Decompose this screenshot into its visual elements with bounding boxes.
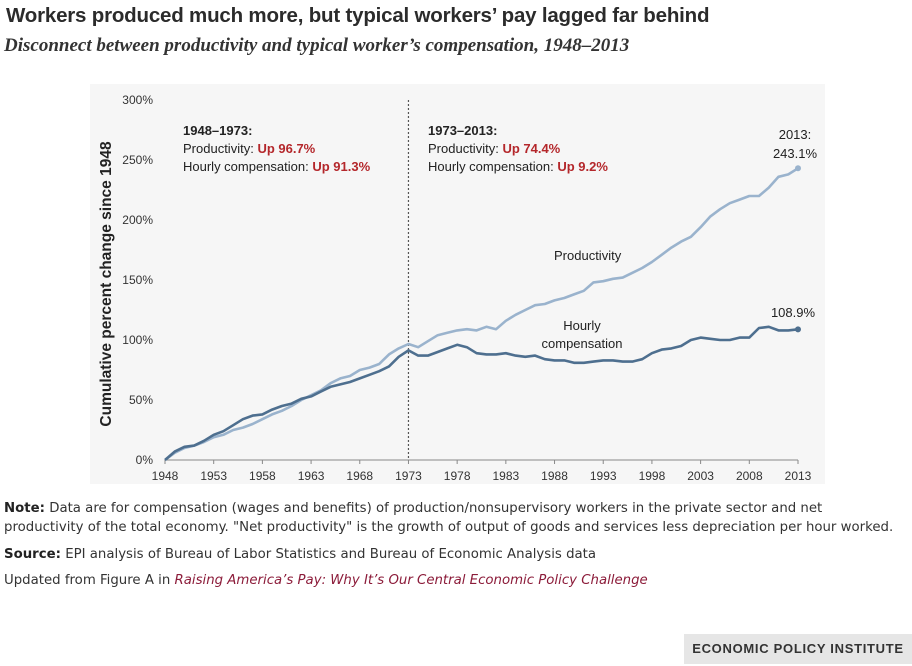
right-compensation-change: Up 9.2%	[557, 159, 608, 174]
updated-text: Updated from Figure A in	[4, 572, 171, 588]
compensation-series-label-line2: compensation	[542, 336, 623, 351]
x-tick-label: 2013	[785, 469, 812, 483]
note-text: Data are for compensation (wages and ben…	[4, 501, 894, 536]
line-chart: 0% 50% 100% 150% 200% 250% 300% 1948 1953 1958 196…	[90, 84, 825, 484]
updated-paragraph: Updated from Figure A in Raising America…	[4, 571, 904, 590]
x-tick-label: 1953	[200, 469, 227, 483]
x-tick-label: 1978	[444, 469, 471, 483]
right-productivity-line: Productivity: Up 74.4%	[428, 141, 561, 156]
right-compensation-label: Hourly compensation:	[428, 159, 554, 174]
brand-footer: ECONOMIC POLICY INSTITUTE	[684, 634, 912, 664]
right-compensation-line: Hourly compensation: Up 9.2%	[428, 159, 608, 174]
left-productivity-label: Productivity:	[183, 141, 254, 156]
x-tick-label: 1948	[152, 469, 179, 483]
productivity-series-label: Productivity	[554, 248, 622, 263]
series-points	[795, 165, 801, 333]
compensation-series-label-line1: Hourly	[563, 318, 601, 333]
left-productivity-change: Up 96.7%	[257, 141, 315, 156]
end-compensation-value: 108.9%	[771, 305, 816, 320]
right-productivity-change: Up 74.4%	[502, 141, 560, 156]
left-period-heading: 1948–1973:	[183, 123, 252, 138]
end-productivity-value: 243.1%	[773, 146, 818, 161]
compensation-series-line	[164, 325, 799, 461]
source-label: Source:	[4, 546, 61, 562]
note-paragraph: Note: Data are for compensation (wages a…	[4, 499, 904, 538]
y-axis-label: Cumulative percent change since 1948	[98, 141, 115, 427]
y-tick-label: 300%	[122, 93, 153, 107]
right-period-heading: 1973–2013:	[428, 123, 497, 138]
left-compensation-label: Hourly compensation:	[183, 159, 309, 174]
report-link[interactable]: Raising America’s Pay: Why It’s Our Cent…	[174, 572, 648, 588]
y-tick-label: 0%	[136, 453, 154, 467]
x-tick-label: 1983	[492, 469, 519, 483]
chart-title: Workers produced much more, but typical …	[6, 4, 710, 27]
chart-background	[90, 84, 825, 484]
productivity-end-point	[795, 165, 801, 172]
y-tick-label: 250%	[122, 153, 153, 167]
compensation-end-point	[795, 326, 801, 333]
chart-axes: 0% 50% 100% 150% 200% 250% 300% 1948 1953 1958 196…	[122, 93, 811, 483]
chart-subtitle: Disconnect between productivity and typi…	[4, 35, 630, 56]
y-tick-label: 50%	[129, 393, 153, 407]
y-tick-label: 150%	[122, 273, 153, 287]
x-tick-label: 1973	[395, 469, 422, 483]
x-tick-label: 1963	[298, 469, 325, 483]
x-tick-label: 2008	[736, 469, 763, 483]
x-tick-label: 1968	[346, 469, 373, 483]
y-tick-label: 200%	[122, 213, 153, 227]
left-productivity-line: Productivity: Up 96.7%	[183, 141, 316, 156]
left-compensation-change: Up 91.3%	[312, 159, 370, 174]
left-compensation-line: Hourly compensation: Up 91.3%	[183, 159, 371, 174]
x-tick-label: 1988	[541, 469, 568, 483]
source-text: EPI analysis of Bureau of Labor Statisti…	[65, 546, 597, 562]
productivity-series-line	[164, 167, 799, 462]
end-productivity-year: 2013:	[779, 127, 812, 142]
x-tick-label: 2003	[687, 469, 714, 483]
notes-section: Note: Data are for compensation (wages a…	[4, 499, 904, 597]
x-tick-label: 1993	[590, 469, 617, 483]
y-tick-label: 100%	[122, 333, 153, 347]
right-productivity-label: Productivity:	[428, 141, 499, 156]
x-tick-label: 1998	[639, 469, 666, 483]
note-label: Note:	[4, 501, 45, 516]
x-tick-label: 1958	[249, 469, 276, 483]
source-paragraph: Source: EPI analysis of Bureau of Labor …	[4, 545, 904, 564]
